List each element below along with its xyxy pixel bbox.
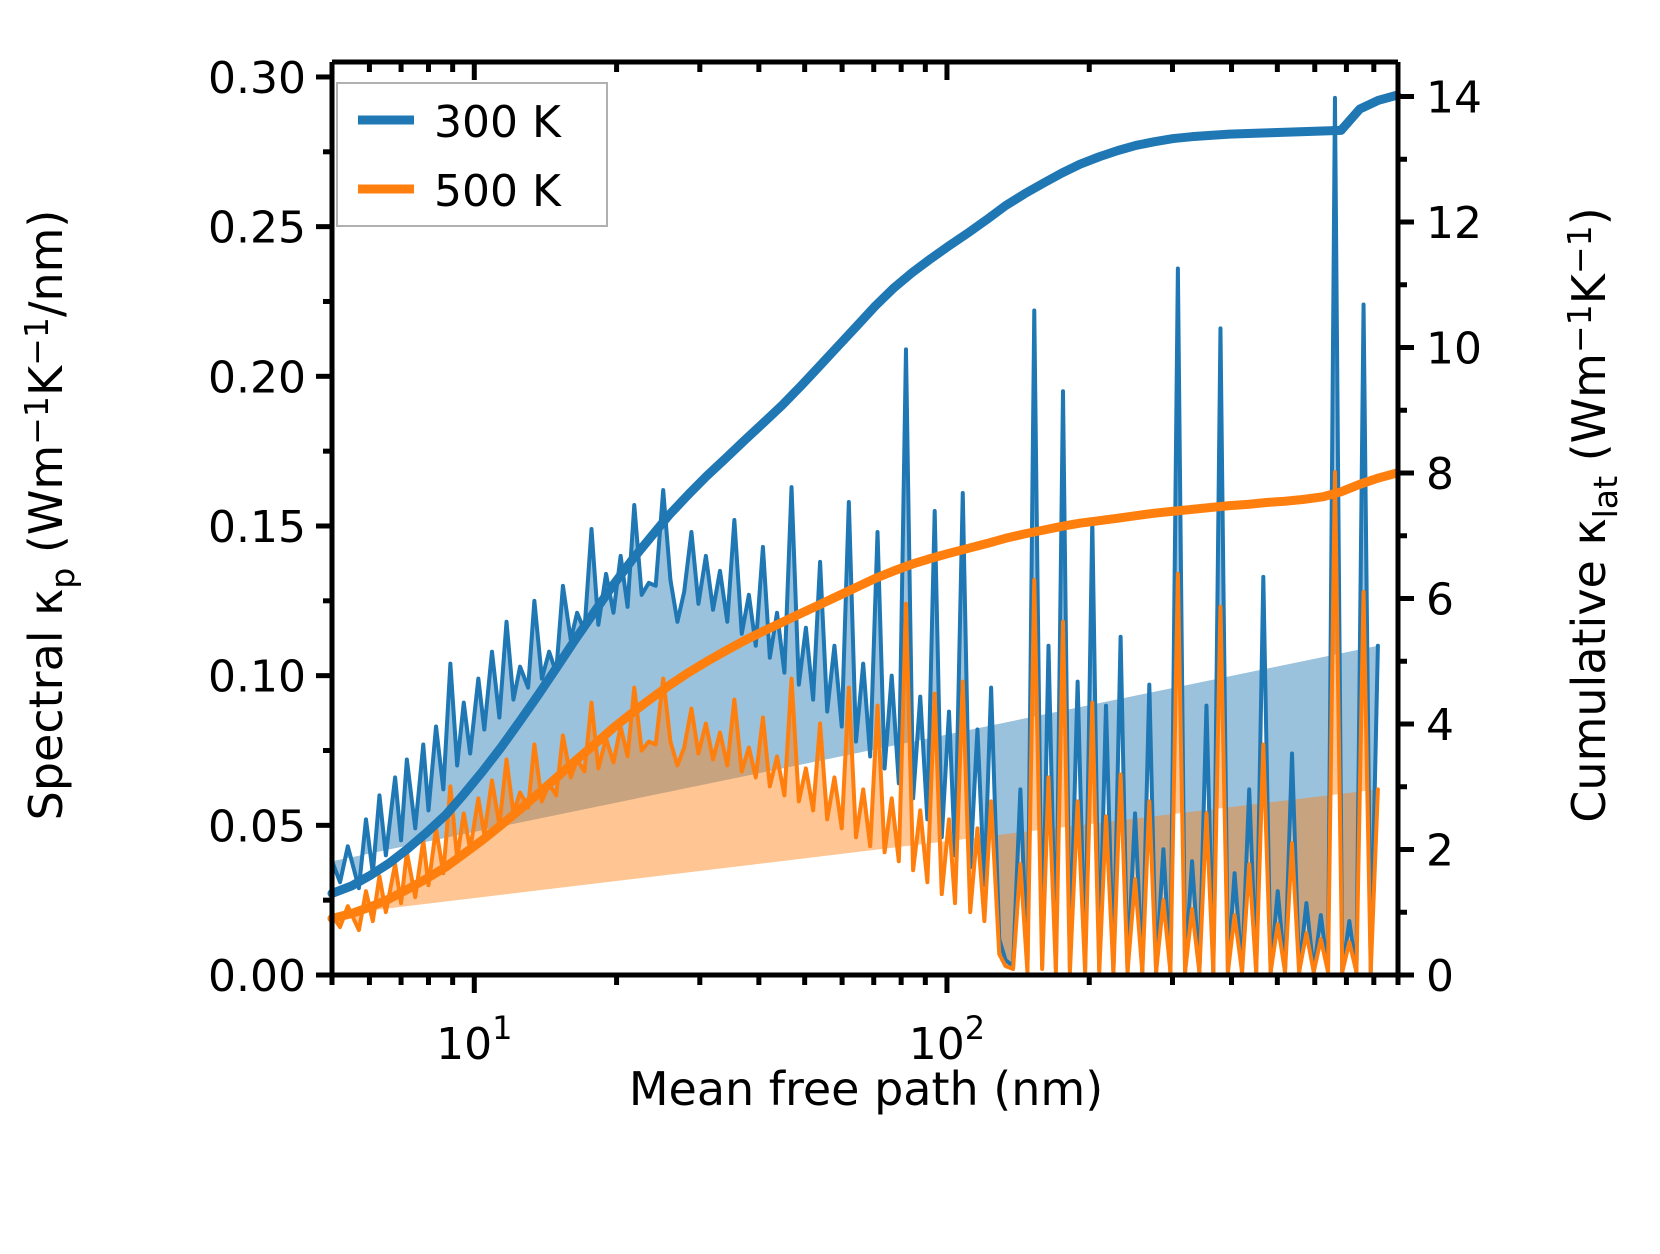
- ylabel-unit-close: /nm): [19, 210, 73, 317]
- axes-spines-ticks: [316, 59, 1414, 993]
- y2-tick-label: 4: [1426, 700, 1454, 751]
- y-tick-label: 0.25: [208, 203, 306, 254]
- y2-tick-label: 14: [1426, 73, 1482, 124]
- y2-tick-label: 0: [1426, 951, 1454, 1002]
- y-tick-label: 0.15: [208, 502, 306, 553]
- y-tick-label: 0.20: [208, 352, 306, 403]
- y2label-subscript: lat: [1586, 476, 1625, 518]
- legend[interactable]: 300 K 500 K: [336, 82, 608, 227]
- legend-frame: [336, 82, 608, 227]
- y-axis-label: Spectral κp (Wm−1K−1/nm): [17, 210, 82, 821]
- cumulative-line-500k: [327, 468, 1402, 924]
- y2label-prefix: Cumulative κ: [1562, 518, 1616, 822]
- y-tick-label: 0.10: [208, 652, 306, 703]
- tick-labels: 0.00 0.05 0.10 0.15 0.20 0.25 0.30 0 2 4 6 8 10 12 14 1…: [208, 53, 1482, 1070]
- y2label-exp2: −1: [1560, 225, 1599, 274]
- y2label-exp1: −1: [1560, 304, 1599, 353]
- y-tick-label: 0.30: [208, 53, 306, 104]
- y2-tick-label: 12: [1426, 198, 1482, 249]
- ylabel-subscript: p: [43, 568, 82, 589]
- legend-label-500k: 500 K: [434, 166, 562, 217]
- y2-tick-label: 8: [1426, 449, 1454, 500]
- ylabel-exp1: −1: [17, 396, 56, 445]
- x-tick-label: 102: [909, 1009, 985, 1070]
- y-tick-label: 0.00: [208, 951, 306, 1002]
- x-axis-label: Mean free path (nm): [629, 1062, 1103, 1116]
- y-tick-label: 0.05: [208, 801, 306, 852]
- ylabel-prefix: Spectral κ: [19, 589, 73, 821]
- y2-tick-label: 6: [1426, 575, 1454, 626]
- y2-tick-label: 2: [1426, 826, 1454, 877]
- secondary-y-axis-label: Cumulative κlat (Wm−1K−1): [1560, 207, 1625, 822]
- y2label-unit-close: ): [1562, 207, 1616, 225]
- legend-label-300k: 300 K: [434, 97, 562, 148]
- x-tick-label: 101: [436, 1009, 512, 1070]
- y2-tick-label: 10: [1426, 324, 1482, 375]
- cumulative-curves: [327, 90, 1402, 924]
- y2label-k: K: [1562, 272, 1616, 304]
- cumulative-line-300k: [327, 90, 1402, 898]
- y2label-unit-open: (Wm: [1562, 353, 1616, 476]
- ylabel-unit-open: (Wm: [19, 445, 73, 568]
- spectral-curves: [330, 95, 1380, 975]
- ylabel-exp2: −1: [17, 317, 56, 366]
- spectral-line-500k: [330, 470, 1380, 975]
- spectral-line-300k: [330, 95, 1380, 975]
- ylabel-k: K: [19, 364, 73, 396]
